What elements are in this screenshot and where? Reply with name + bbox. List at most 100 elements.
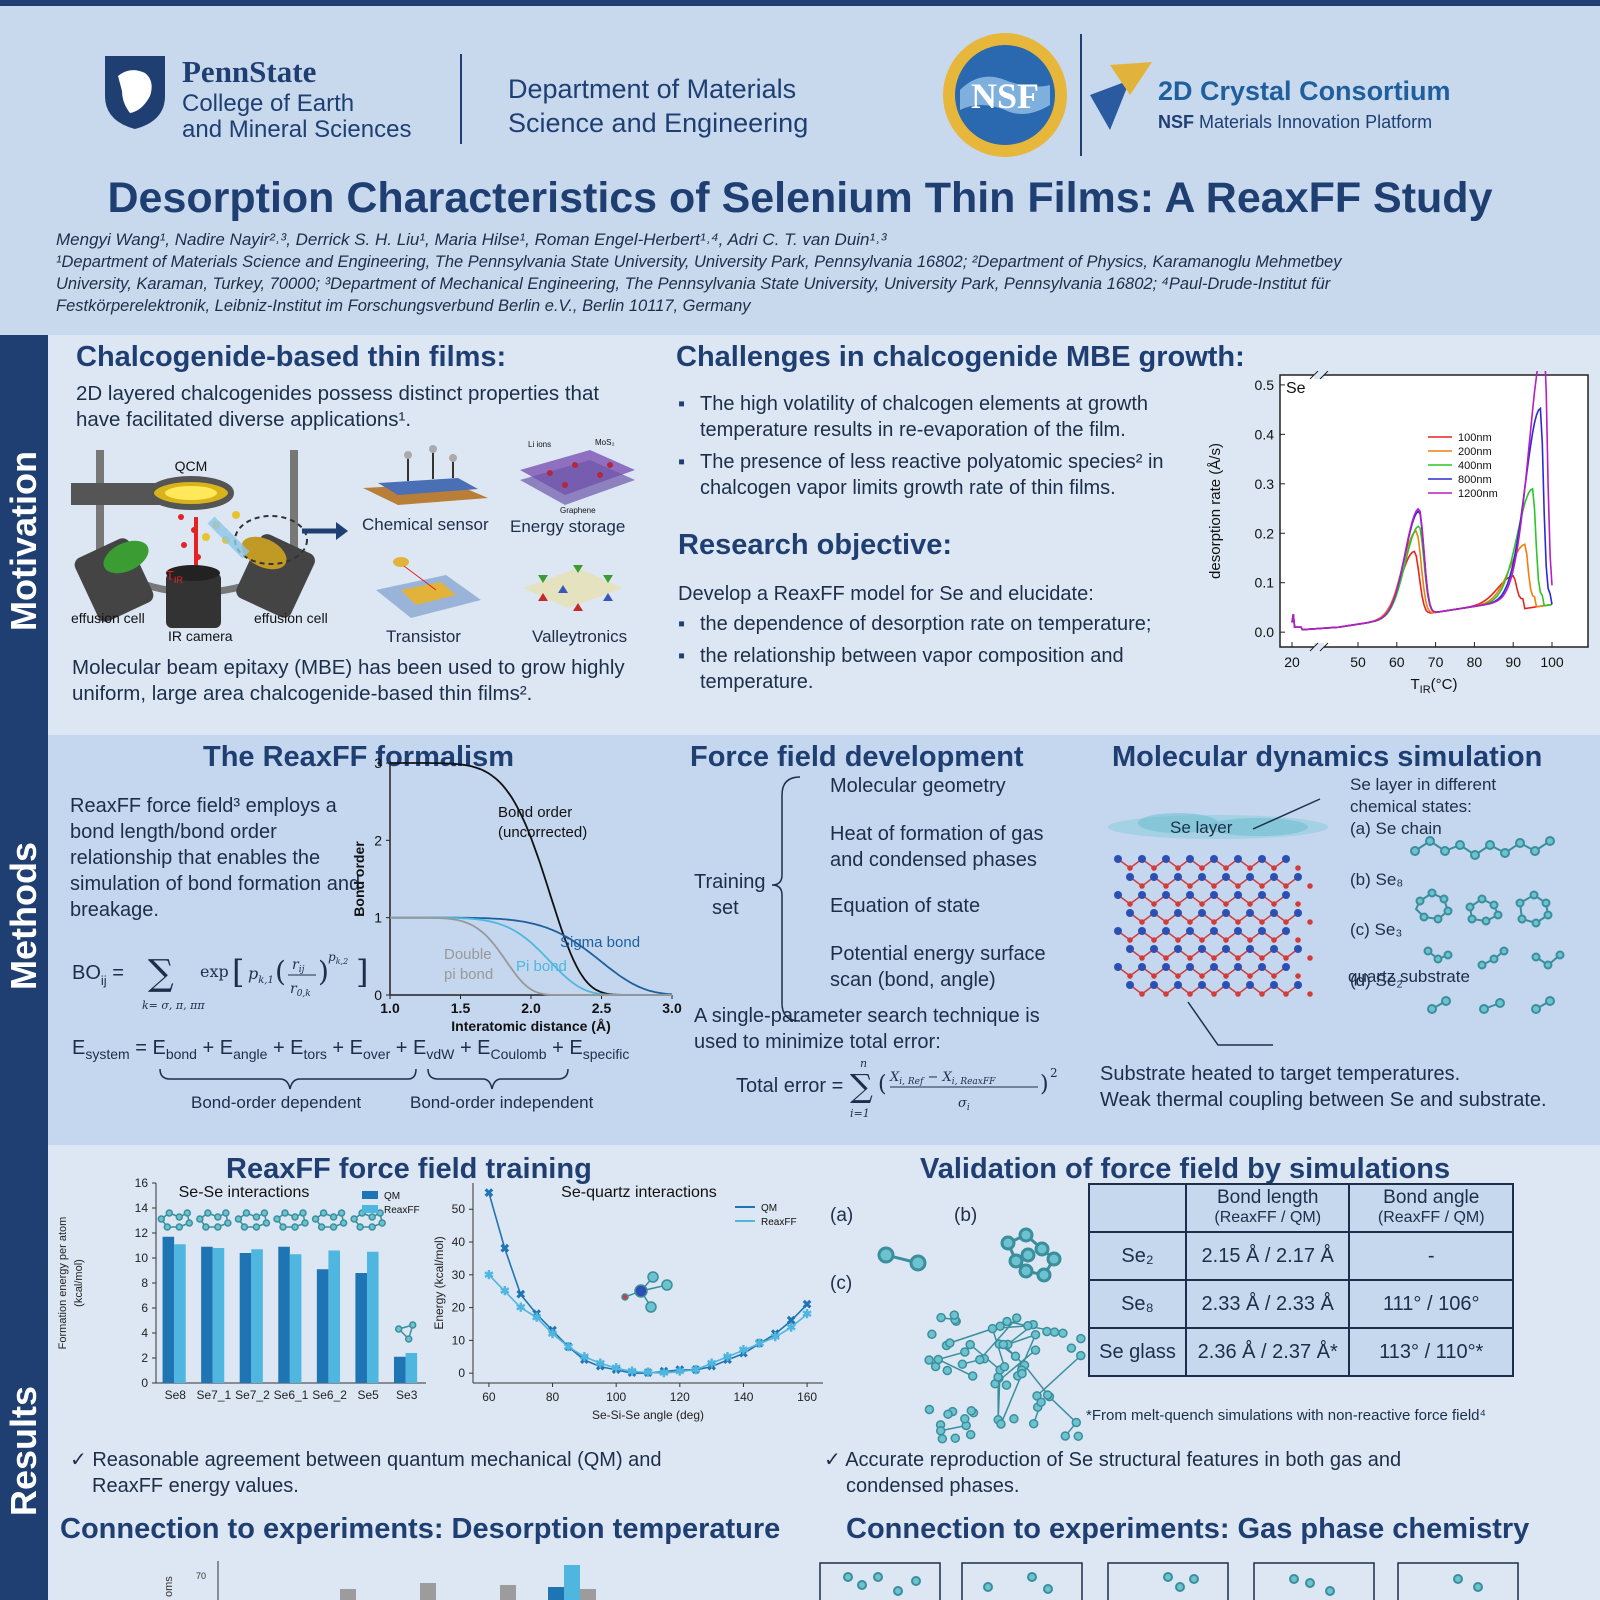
validation-c-label: (c) — [830, 1273, 853, 1294]
lattice-atom-si — [1150, 981, 1158, 989]
bar — [201, 1246, 213, 1383]
mbe-text-2: uniform, large area chalcogenide-based t… — [72, 682, 533, 705]
se-states-label-1: Se layer in different — [1350, 775, 1497, 794]
data-point: ✱ — [643, 1366, 653, 1380]
svg-text:(: ( — [878, 1072, 887, 1097]
glass-atom — [960, 1414, 970, 1424]
series-line — [390, 916, 672, 996]
molecule-atom — [645, 1301, 657, 1313]
lattice-atom-o — [1187, 955, 1193, 961]
effusion-cell-left-label: effusion cell — [71, 610, 145, 626]
lattice-atom-si — [1138, 963, 1146, 971]
y-tick-label: 10 — [135, 1251, 149, 1265]
glass-atom — [1030, 1345, 1041, 1355]
consortium-name: 2D Crystal Consortium — [1158, 76, 1451, 106]
lattice-atom-si — [1198, 873, 1206, 881]
chemical-sensor-icon — [363, 445, 488, 505]
molecule-atom — [291, 1223, 299, 1231]
lattice-atom-o — [1247, 973, 1253, 979]
x-tick-label: 50 — [1350, 654, 1366, 670]
data-point: ✖ — [707, 1360, 717, 1374]
glass-bond — [937, 1358, 974, 1377]
series-line — [1291, 371, 1553, 631]
check-training-2: ReaxFF energy values. — [92, 1475, 299, 1497]
series-label: (uncorrected) — [498, 824, 587, 841]
molecule-icon — [196, 1209, 232, 1231]
molecule-atom — [376, 1209, 384, 1217]
glass-atom — [1001, 1380, 1012, 1390]
lattice-atom-si — [1294, 873, 1302, 881]
lattice-atom-o — [1163, 991, 1169, 997]
y-tick-label: 0 — [141, 1376, 148, 1390]
lattice-atom-si — [1222, 873, 1230, 881]
lattice-atom-o — [1295, 901, 1301, 907]
molecule-atom — [301, 1219, 309, 1227]
objective-intro: Develop a ReaxFF model for Se and elucid… — [678, 583, 1094, 605]
lattice-atom-si — [1114, 927, 1122, 935]
lattice-atom-si — [1258, 963, 1266, 971]
axis-break — [1314, 643, 1324, 651]
glass-atom — [924, 1355, 934, 1365]
energy-storage-icon: Li ions MoS₂ Graphene — [520, 438, 635, 515]
validation-title: Validation of force field by simulations — [920, 1153, 1451, 1185]
training-item-heat-2: and condensed phases — [830, 849, 1037, 871]
series-label: pi bond — [444, 966, 493, 983]
tir-label: TIR — [166, 568, 183, 585]
y-tick-label: 8 — [141, 1276, 148, 1290]
molecule-icon — [394, 1321, 417, 1343]
molecule-atom — [240, 1223, 249, 1231]
training-title: ReaxFF force field training — [226, 1153, 592, 1185]
x-axis-label: Se-Si-Se angle (deg) — [592, 1408, 704, 1422]
lattice-atom-o — [1199, 973, 1205, 979]
mbe-text-1: Molecular beam epitaxy (MBE) has been us… — [72, 656, 625, 679]
se-quartz-molecule-icon — [621, 1271, 673, 1313]
x-axis-label: Interatomic distance (Å) — [451, 1018, 610, 1034]
valleytronics-icon — [523, 565, 623, 611]
lattice-atom-o — [1151, 901, 1157, 907]
challenges-list: The high volatility of chalcogen element… — [678, 391, 1178, 507]
glass-atom — [936, 1312, 946, 1323]
header-divider — [460, 54, 462, 144]
y-tick-label: 14 — [135, 1201, 149, 1215]
lattice-atom-si — [1198, 909, 1206, 917]
se-layer-label: Se layer — [1170, 818, 1233, 837]
data-point: ✱ — [627, 1365, 637, 1379]
glass-atom — [949, 1310, 960, 1320]
bar — [393, 1356, 406, 1383]
legend-label: QM — [384, 1191, 400, 1202]
y-tick-label: 50 — [452, 1202, 466, 1216]
reaxff-description: ReaxFF force field³ employs a bond lengt… — [70, 795, 361, 921]
glass-atom — [987, 1323, 998, 1334]
lattice-atom-si — [1138, 891, 1146, 899]
molecule-atom — [262, 1219, 271, 1227]
data-point: ✱ — [707, 1356, 717, 1370]
lattice-atom-si — [1126, 981, 1134, 989]
data-point: ✖ — [595, 1360, 605, 1374]
molecule-atom — [621, 1293, 629, 1301]
lattice-atom-o — [1271, 865, 1277, 871]
bar — [212, 1248, 225, 1383]
y-tick-label: 0.0 — [1255, 624, 1275, 640]
lattice-atom-o — [1235, 955, 1241, 961]
lattice-atom-o — [1163, 955, 1169, 961]
quartz-substrate-label: quartz substrate — [1348, 967, 1470, 986]
lattice-atom-si — [1162, 927, 1170, 935]
lattice-atom-si — [1270, 945, 1278, 953]
y-tick-label: 0.2 — [1255, 525, 1275, 541]
svg-text:(: ( — [275, 955, 286, 988]
legend-swatch — [362, 1205, 378, 1213]
svg-text:]: ] — [356, 953, 368, 991]
bond-order-chart: 0 1 2 3 1.0 1.5 2.0 2.5 3.0 Interatomic distance … — [351, 755, 682, 1034]
molecule-icon — [157, 1209, 194, 1231]
chalcogenide-title: Chalcogenide-based thin films: — [76, 341, 507, 373]
psu-college-line-2: and Mineral Sciences — [182, 116, 412, 143]
desorption-temperature-chart-partial: 70 oms — [163, 1561, 596, 1600]
validation-table: Bond length (ReaxFF / QM) Bond angle (Reax… — [1088, 1183, 1514, 1377]
glass-atom — [975, 1354, 985, 1365]
molecule-atom — [175, 1213, 184, 1221]
lattice-atom-o — [1259, 991, 1265, 997]
results-section: ReaxFF force field training Validation o… — [48, 1145, 1600, 1600]
x-tick-label: 60 — [1389, 654, 1405, 670]
molecule-atom — [661, 1279, 673, 1291]
molecule-atom — [299, 1209, 307, 1217]
